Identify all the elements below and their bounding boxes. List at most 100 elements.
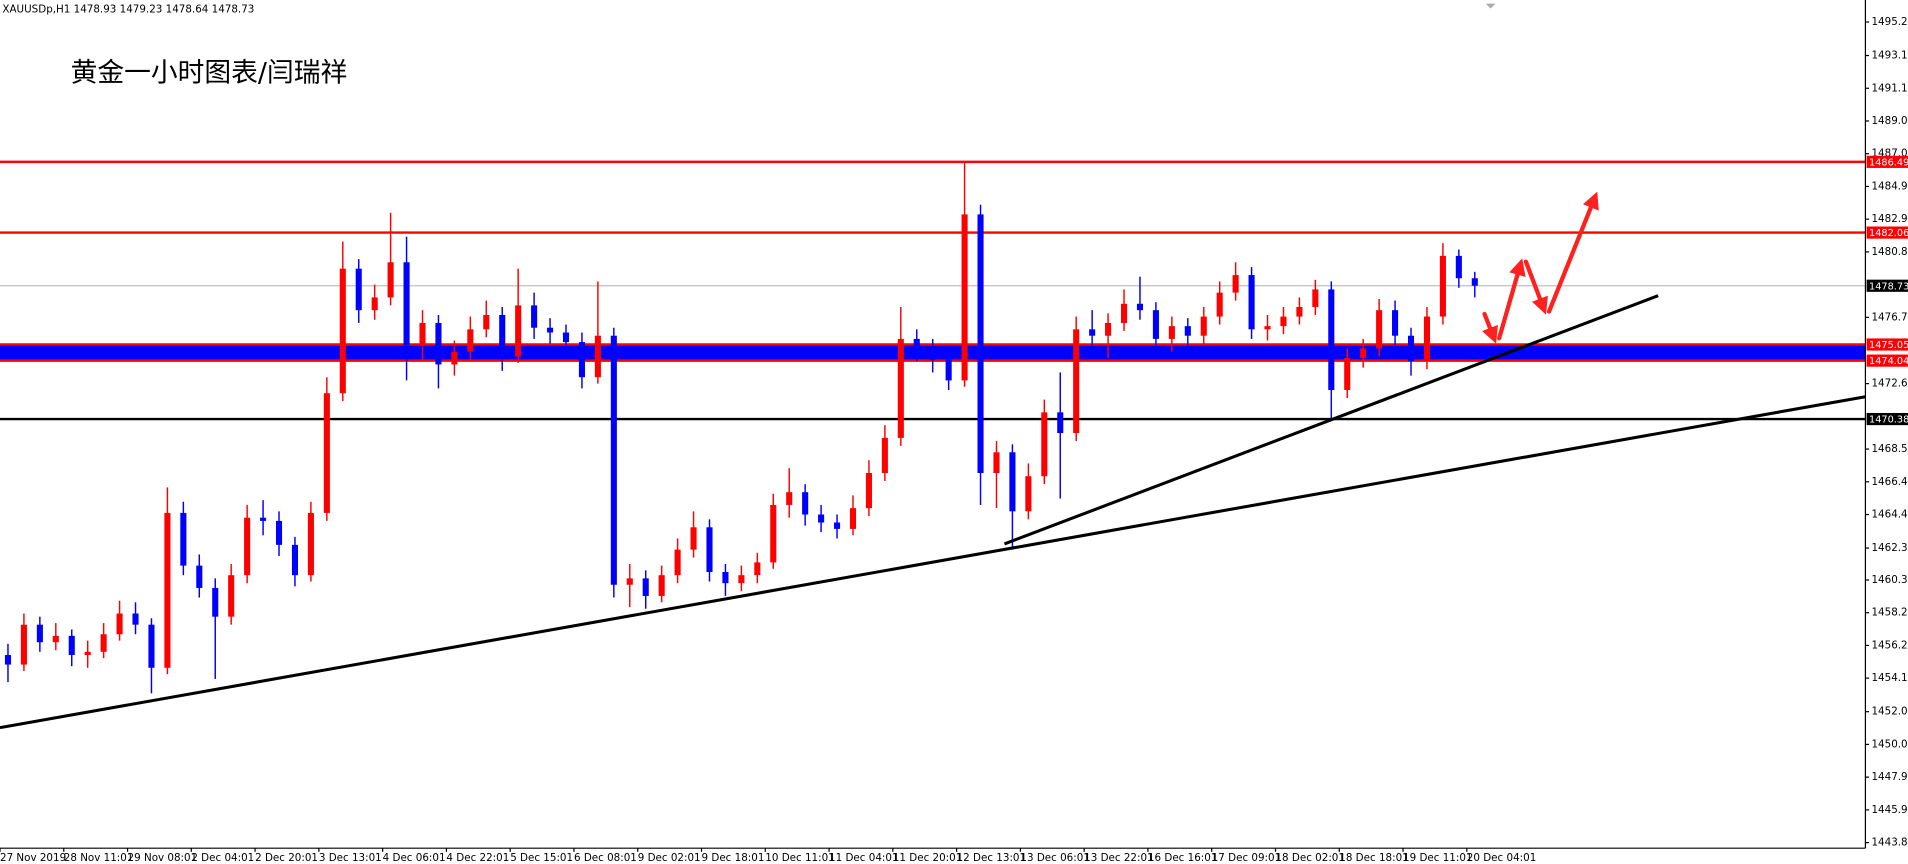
x-tick-label: 6 Dec 08:01 [574, 852, 637, 864]
candle-body [1152, 310, 1159, 339]
candle-body [1280, 316, 1287, 327]
candle-body [100, 634, 107, 652]
y-tick-label: 1468.50 [1871, 443, 1908, 455]
candle-body [68, 635, 75, 656]
candle-body [1455, 255, 1462, 279]
candle-body [1376, 310, 1383, 349]
y-tick-label: 1447.95 [1871, 771, 1908, 783]
candle-body [786, 492, 793, 505]
candle-body [435, 322, 442, 365]
candle-body [1264, 326, 1271, 330]
candle-body [610, 335, 617, 585]
candle-body [929, 348, 936, 360]
candle-body [658, 575, 665, 596]
y-tick-label: 1460.30 [1871, 574, 1908, 586]
candle-body [834, 522, 841, 529]
candle-body [228, 575, 235, 617]
candle-body [20, 624, 27, 665]
candle-body [1360, 348, 1367, 359]
candle-body [722, 571, 729, 584]
x-tick-label: 11 Dec 04:01 [829, 852, 898, 864]
candle-body [1312, 289, 1319, 307]
candle-body [483, 314, 490, 330]
candle-body [52, 635, 59, 643]
x-tick-label: 5 Dec 15:01 [510, 852, 573, 864]
chart-title: 黄金一小时图表/闫瑞祥 [71, 58, 348, 89]
candle-body [291, 544, 299, 576]
candle-body [1344, 358, 1351, 390]
candle-body [467, 329, 474, 352]
candle-body [180, 512, 187, 566]
arrow [1546, 191, 1599, 314]
trendline [1003, 294, 1659, 546]
y-tick-label: 1489.05 [1871, 115, 1908, 127]
price-label: 1470.38 [1869, 415, 1908, 426]
candle-body [36, 624, 43, 643]
trendline [0, 395, 1866, 730]
candle-body [562, 332, 570, 343]
candle-body [881, 437, 888, 474]
candle-body [1392, 310, 1399, 336]
candle-body [578, 342, 585, 378]
candle-body [642, 578, 649, 596]
price-label-box [1866, 279, 1908, 292]
x-tick-label: 18 Dec 18:01 [1339, 852, 1408, 864]
x-tick-label: 2 Dec 20:01 [255, 852, 318, 864]
y-tick-label: 1456.20 [1871, 639, 1908, 651]
y-tick-label: 1495.25 [1871, 16, 1908, 28]
candle-body [499, 314, 506, 357]
candle-body [244, 517, 251, 576]
candle-body [945, 359, 952, 381]
x-tick-label: 9 Dec 18:01 [702, 852, 765, 864]
price-label-box [1866, 226, 1908, 239]
price-label-box [1866, 155, 1908, 168]
y-tick-label: 1458.25 [1871, 607, 1908, 619]
plot-area [0, 160, 1866, 730]
candle-body [1089, 329, 1096, 336]
candle-body [1073, 329, 1080, 434]
y-tick-label: 1450.00 [1871, 738, 1908, 750]
x-tick-label: 13 Dec 06:01 [1020, 852, 1089, 864]
candle-body [260, 517, 267, 521]
candle-body [323, 393, 330, 513]
forecast-arrows [1482, 191, 1599, 344]
candle-body [849, 508, 857, 529]
y-tick-label: 1484.95 [1871, 180, 1908, 192]
candle-body [706, 527, 713, 572]
candle-body [1232, 275, 1239, 293]
candle-body [1009, 452, 1016, 512]
price-label: 1486.49 [1869, 157, 1908, 168]
x-tick-label: 27 Nov 2019 [0, 852, 66, 864]
candle-body [339, 268, 346, 394]
candle-body [4, 655, 12, 665]
y-tick-label: 1466.45 [1871, 476, 1908, 488]
candle-body [1136, 303, 1144, 311]
price-label-box [1866, 338, 1908, 351]
x-tick-label: 3 Dec 13:01 [319, 852, 382, 864]
candle-body [1184, 326, 1191, 336]
y-tick-label: 1476.75 [1871, 311, 1908, 323]
y-tick-label: 1480.85 [1871, 246, 1908, 258]
x-tick-label: 20 Dec 04:01 [1467, 852, 1536, 864]
candle-body [84, 651, 91, 656]
x-tick-label: 2 Dec 04:01 [191, 852, 254, 864]
y-tick-label: 1493.15 [1871, 50, 1908, 62]
candle-body [738, 575, 745, 584]
candle-body [148, 624, 155, 668]
x-tick-label: 10 Dec 11:01 [765, 852, 834, 864]
candle-body [1216, 292, 1223, 317]
shift-marker [1485, 3, 1496, 9]
candle-body [355, 268, 362, 311]
candle-body [1168, 326, 1175, 339]
y-tick-label: 1454.15 [1871, 672, 1908, 684]
candle-body [531, 305, 538, 328]
candle-body [212, 587, 219, 617]
x-tick-label: 4 Dec 06:01 [383, 852, 446, 864]
x-tick-label: 18 Dec 02:01 [1275, 852, 1344, 864]
candle-body [451, 351, 458, 365]
y-tick-label: 1491.10 [1871, 82, 1908, 94]
x-tick-label: 11 Dec 20:01 [893, 852, 962, 864]
candle-body [1120, 303, 1128, 323]
candle-body [1105, 322, 1112, 336]
